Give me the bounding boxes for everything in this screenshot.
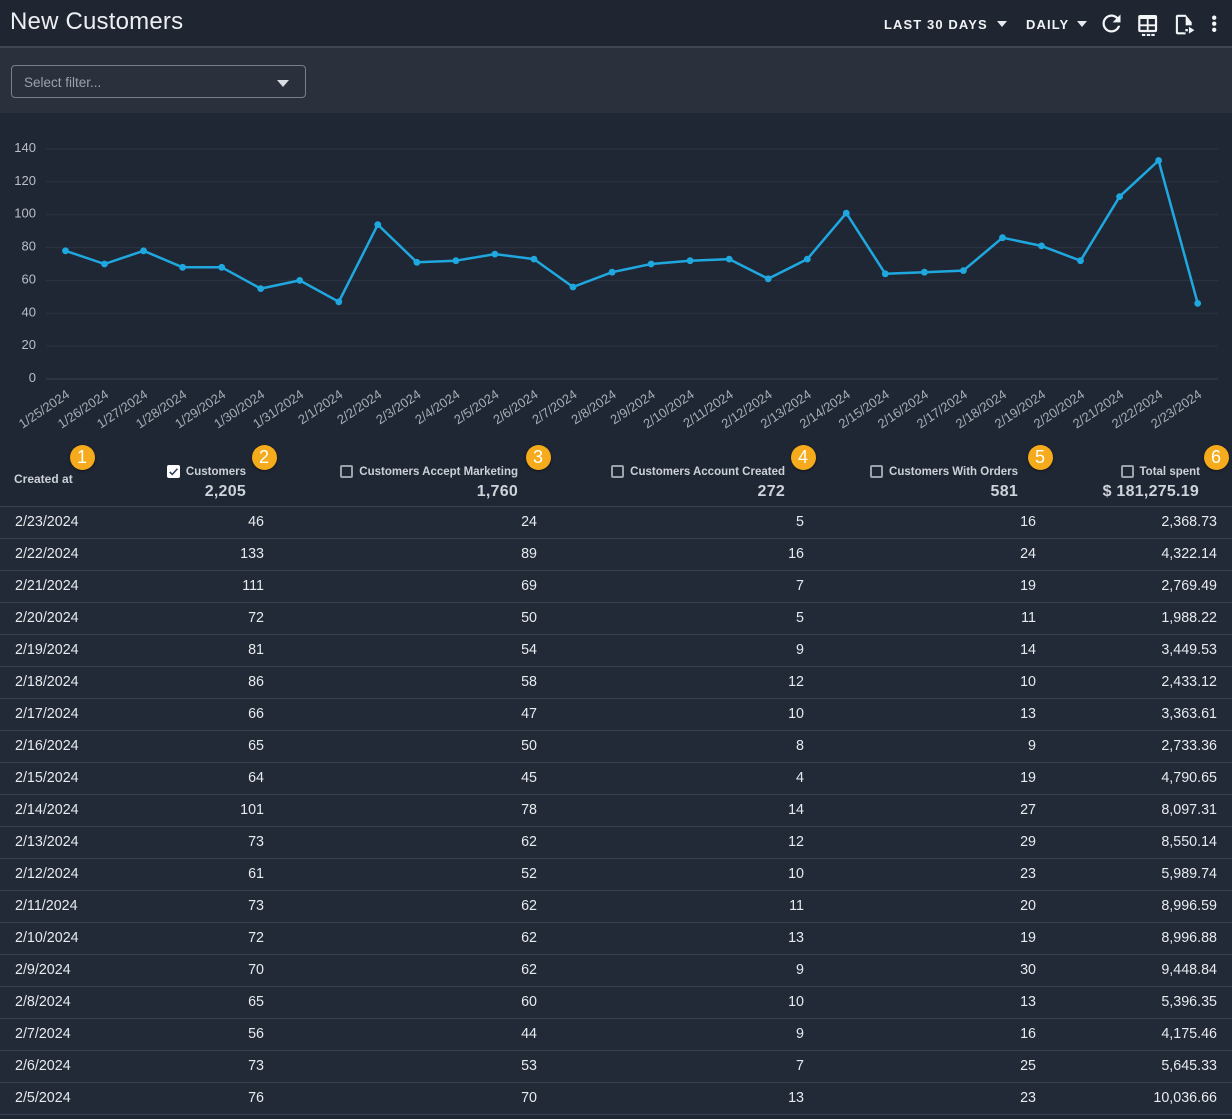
svg-text:140: 140: [14, 140, 36, 155]
svg-text:0: 0: [29, 370, 36, 385]
svg-text:100: 100: [14, 206, 36, 221]
svg-text:80: 80: [22, 239, 36, 254]
svg-text:60: 60: [22, 271, 36, 286]
svg-text:120: 120: [14, 173, 36, 188]
svg-text:40: 40: [22, 304, 36, 319]
svg-text:20: 20: [22, 337, 36, 352]
